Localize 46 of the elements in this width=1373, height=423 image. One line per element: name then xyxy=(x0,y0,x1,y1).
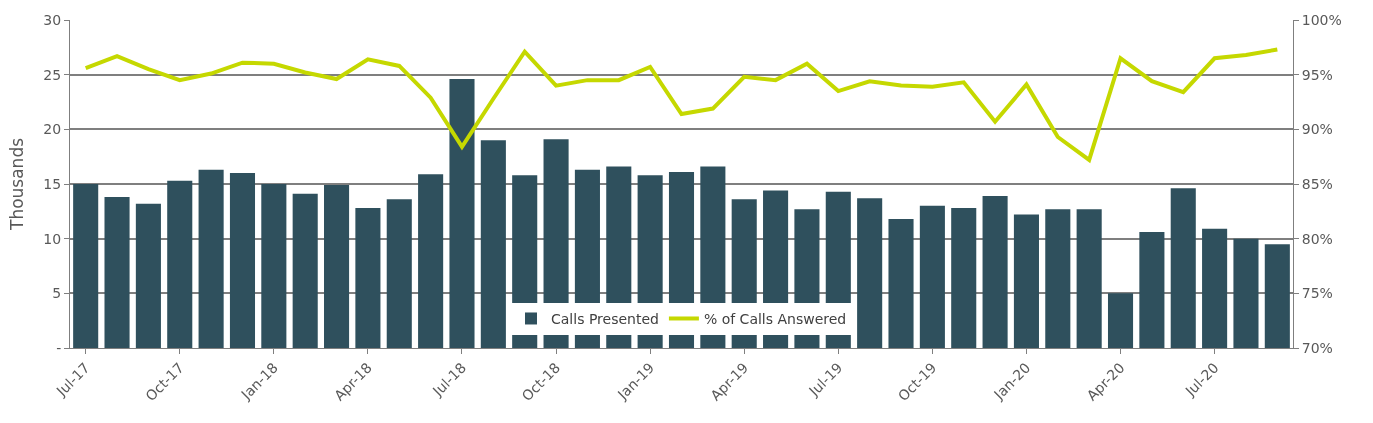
y-tick-label: 10 xyxy=(43,230,62,247)
bar xyxy=(480,140,506,348)
bar xyxy=(919,205,945,348)
bar xyxy=(386,199,412,348)
bar xyxy=(1013,214,1039,348)
legend-label: Calls Presented xyxy=(551,310,659,327)
y2-tick-label: 85% xyxy=(1301,175,1333,192)
y-axis-title: Thousands xyxy=(6,137,27,232)
bar xyxy=(1045,209,1071,348)
legend-label: % of Calls Answered xyxy=(703,310,847,327)
bar xyxy=(982,196,1008,348)
y2-tick-label: 100% xyxy=(1301,11,1342,28)
bar xyxy=(857,198,883,348)
bar xyxy=(135,203,161,348)
y-tick-label: 20 xyxy=(43,121,62,138)
y-tick-label: 30 xyxy=(43,11,62,28)
y2-tick-label: 95% xyxy=(1301,66,1333,83)
bar xyxy=(1264,244,1290,348)
bar xyxy=(1202,228,1228,348)
bar xyxy=(73,184,99,348)
bar xyxy=(449,79,475,348)
line-series xyxy=(83,47,1280,162)
bar xyxy=(1107,293,1134,348)
bar xyxy=(1139,232,1165,348)
y-tick-label: 25 xyxy=(43,66,62,83)
bar xyxy=(888,218,914,348)
y-tick-label: 15 xyxy=(43,175,62,192)
bar xyxy=(1076,209,1102,348)
bar xyxy=(324,185,350,348)
bar xyxy=(1233,238,1259,348)
y2-tick-label: 70% xyxy=(1301,339,1333,356)
bar xyxy=(1170,188,1196,348)
y2-tick-label: 75% xyxy=(1301,285,1333,302)
y2-tick-label: 80% xyxy=(1301,230,1333,247)
bar xyxy=(355,208,381,348)
bar xyxy=(261,184,287,348)
bar xyxy=(198,169,224,348)
bar xyxy=(229,173,256,348)
bar xyxy=(292,193,318,348)
bar xyxy=(951,208,977,348)
y-tick-label: 5 xyxy=(52,285,62,302)
y-tick-label: - xyxy=(56,339,62,356)
bar xyxy=(104,197,130,348)
bar xyxy=(418,174,444,348)
y2-tick-label: 90% xyxy=(1301,121,1333,138)
bar xyxy=(167,180,193,348)
